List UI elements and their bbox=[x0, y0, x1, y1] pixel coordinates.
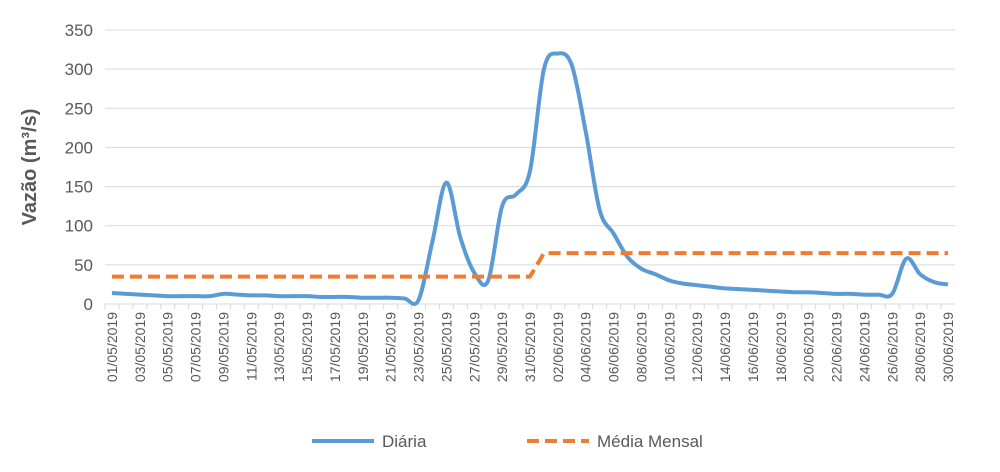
x-tick-label: 21/05/2019 bbox=[383, 312, 399, 382]
x-tick-label: 12/06/2019 bbox=[689, 312, 705, 382]
y-tick-label: 50 bbox=[74, 256, 93, 275]
x-tick-label: 09/05/2019 bbox=[215, 312, 231, 382]
x-tick-label: 06/06/2019 bbox=[606, 312, 622, 382]
legend-label: Diária bbox=[382, 432, 427, 451]
y-tick-label: 0 bbox=[84, 295, 93, 314]
x-tick-label: 19/05/2019 bbox=[355, 312, 371, 382]
y-axis-label: Vazão (m³/s) bbox=[19, 109, 41, 226]
y-tick-label: 350 bbox=[65, 21, 93, 40]
series-line bbox=[111, 51, 949, 306]
x-tick-label: 22/06/2019 bbox=[829, 312, 845, 382]
x-tick-label: 15/05/2019 bbox=[299, 312, 315, 382]
series-line bbox=[111, 251, 949, 279]
x-tick-label: 02/06/2019 bbox=[550, 312, 566, 382]
x-tick-label: 05/05/2019 bbox=[160, 312, 176, 382]
x-tick-label: 11/05/2019 bbox=[243, 312, 259, 381]
x-tick-label: 20/06/2019 bbox=[801, 312, 817, 382]
x-tick-label: 08/06/2019 bbox=[633, 312, 649, 382]
x-tick-label: 16/06/2019 bbox=[745, 312, 761, 382]
x-tick-label: 14/06/2019 bbox=[717, 312, 733, 382]
x-tick-label: 18/06/2019 bbox=[773, 312, 789, 382]
x-tick-label: 13/05/2019 bbox=[271, 312, 287, 382]
x-tick-label: 04/06/2019 bbox=[578, 312, 594, 382]
x-tick-label: 07/05/2019 bbox=[188, 312, 204, 382]
y-tick-label: 100 bbox=[65, 217, 93, 236]
x-tick-label: 24/06/2019 bbox=[856, 312, 872, 382]
x-tick-label: 17/05/2019 bbox=[327, 312, 343, 382]
y-tick-label: 150 bbox=[65, 178, 93, 197]
y-tick-label: 300 bbox=[65, 60, 93, 79]
x-tick-label: 01/05/2019 bbox=[104, 312, 120, 382]
x-tick-label: 30/06/2019 bbox=[940, 312, 956, 382]
y-tick-label: 200 bbox=[65, 138, 93, 157]
x-tick-label: 25/05/2019 bbox=[438, 312, 454, 382]
x-tick-label: 28/06/2019 bbox=[912, 312, 928, 382]
x-tick-label: 27/05/2019 bbox=[466, 312, 482, 382]
x-tick-label: 31/05/2019 bbox=[522, 312, 538, 382]
x-tick-label: 26/06/2019 bbox=[884, 312, 900, 382]
x-tick-label: 23/05/2019 bbox=[411, 312, 427, 382]
x-tick-label: 10/06/2019 bbox=[661, 312, 677, 382]
legend-label: Média Mensal bbox=[597, 432, 703, 451]
x-tick-label: 29/05/2019 bbox=[494, 312, 510, 382]
x-tick-label: 03/05/2019 bbox=[132, 312, 148, 382]
y-tick-label: 250 bbox=[65, 99, 93, 118]
